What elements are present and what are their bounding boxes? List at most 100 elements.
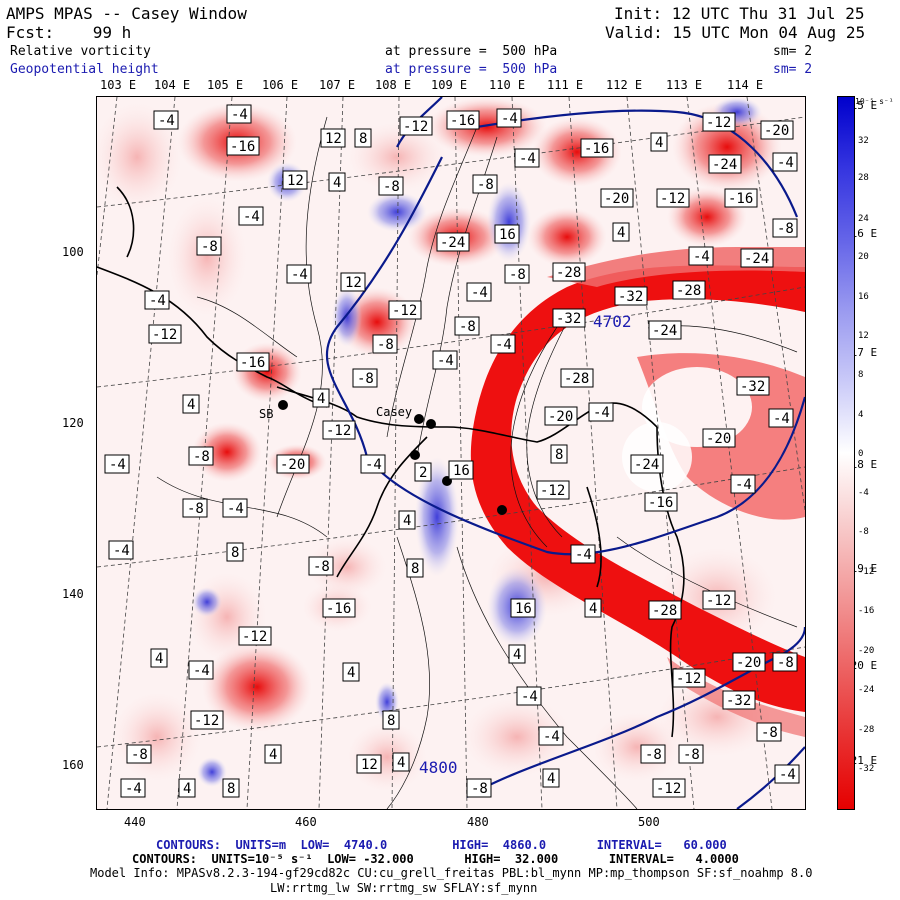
forecast-hour: Fcst: 99 h	[6, 23, 132, 42]
contour-label: -4	[120, 778, 146, 798]
contour-label: -4	[490, 334, 516, 354]
svg-text:4: 4	[547, 771, 555, 787]
colorbar-tick: 16	[858, 292, 869, 302]
svg-text:-4: -4	[193, 663, 210, 679]
contour-label: -4	[360, 454, 386, 474]
contour-label: 4	[612, 222, 630, 242]
contour-label: -20	[276, 454, 310, 474]
svg-text:4: 4	[155, 651, 163, 667]
station-labels: Casey SB	[259, 405, 412, 421]
contour-label: 4	[178, 778, 196, 798]
svg-text:16: 16	[515, 601, 532, 617]
svg-text:-32: -32	[556, 311, 581, 327]
svg-text:-32: -32	[740, 379, 765, 395]
station-dot[interactable]	[497, 505, 507, 515]
svg-text:-24: -24	[712, 157, 737, 173]
station-dot[interactable]	[414, 414, 424, 424]
svg-text:-8: -8	[187, 501, 204, 517]
svg-text:-20: -20	[736, 655, 761, 671]
svg-text:12: 12	[345, 275, 362, 291]
contour-label: -16	[236, 352, 270, 372]
field2-name: Geopotential height	[10, 62, 159, 77]
height-label: 4702	[593, 312, 632, 331]
contour-label: 4	[542, 768, 560, 788]
svg-text:4: 4	[397, 755, 405, 771]
contour-label: -12	[322, 420, 356, 440]
contour-label: 4	[312, 388, 330, 408]
height-contour-info: CONTOURS: UNITS=m LOW= 4740.0 HIGH= 4860…	[156, 838, 727, 852]
lon-label: 103 E	[100, 78, 137, 92]
svg-text:-4: -4	[231, 107, 248, 123]
y-tick: 120	[62, 416, 84, 430]
station-label-casey: Casey	[376, 405, 412, 419]
colorbar-tick: 12	[858, 331, 869, 341]
contour-label: -12	[388, 300, 422, 320]
svg-text:-4: -4	[693, 249, 710, 265]
contour-label: -32	[614, 286, 648, 306]
contour-label: -28	[648, 600, 682, 620]
svg-text:-8: -8	[357, 371, 374, 387]
contour-label: -8	[772, 652, 798, 672]
x-tick: 460	[295, 815, 317, 829]
title-left: AMPS MPAS -- Casey Window	[6, 4, 247, 23]
contour-label: -24	[648, 320, 682, 340]
station-dot[interactable]	[410, 450, 420, 460]
contour-label: 4	[182, 394, 200, 414]
svg-text:-20: -20	[604, 191, 629, 207]
svg-text:-20: -20	[548, 409, 573, 425]
svg-text:-12: -12	[152, 327, 177, 343]
model-info: Model Info: MPASv8.2.3-194-gf29cd82c CU:…	[90, 866, 813, 880]
svg-text:4: 4	[589, 601, 597, 617]
contour-label: -4	[222, 498, 248, 518]
contour-label: -28	[672, 280, 706, 300]
colorbar-tick: 4	[858, 410, 864, 420]
colorbar-tick: 24	[858, 214, 869, 224]
contour-label: -12	[238, 626, 272, 646]
svg-text:4: 4	[333, 175, 341, 191]
contour-label: -12	[702, 112, 736, 132]
contour-label: -24	[708, 154, 742, 174]
field1-name: Relative vorticity	[10, 44, 151, 59]
svg-text:16: 16	[499, 227, 516, 243]
station-dot[interactable]	[278, 400, 288, 410]
contour-label: -12	[672, 668, 706, 688]
svg-text:-24: -24	[744, 251, 769, 267]
svg-text:-8: -8	[201, 239, 218, 255]
contour-label: 8	[222, 778, 240, 798]
svg-text:-4: -4	[291, 267, 308, 283]
contour-label: -4	[588, 402, 614, 422]
contour-label: -8	[640, 744, 666, 764]
station-dot[interactable]	[426, 419, 436, 429]
svg-text:-8: -8	[645, 747, 662, 763]
svg-text:-32: -32	[726, 693, 751, 709]
svg-text:12: 12	[325, 131, 342, 147]
contour-label: 4	[650, 132, 668, 152]
field1-level: at pressure = 500 hPa	[385, 44, 558, 59]
svg-text:-8: -8	[131, 747, 148, 763]
svg-text:-4: -4	[113, 543, 130, 559]
contour-label: 8	[226, 542, 244, 562]
svg-text:-28: -28	[564, 371, 589, 387]
svg-text:-8: -8	[777, 221, 794, 237]
contour-label: -4	[730, 474, 756, 494]
colorbar-tick: -28	[858, 725, 875, 735]
svg-text:-4: -4	[227, 501, 244, 517]
contour-label: 4	[398, 510, 416, 530]
contour-label: -8	[378, 176, 404, 196]
contour-label: -8	[352, 368, 378, 388]
coastline	[97, 186, 685, 738]
svg-text:-16: -16	[230, 139, 255, 155]
svg-text:-4: -4	[773, 411, 790, 427]
contour-label: -8	[756, 722, 782, 742]
svg-text:-16: -16	[728, 191, 753, 207]
contour-label: 4	[328, 172, 346, 192]
lon-label: 114 E	[727, 78, 764, 92]
svg-text:4: 4	[617, 225, 625, 241]
svg-text:-24: -24	[634, 457, 659, 473]
contour-label: -4	[496, 108, 522, 128]
contour-label: -4	[514, 148, 540, 168]
contour-label: 4	[264, 744, 282, 764]
contour-label: -8	[126, 744, 152, 764]
svg-text:16: 16	[453, 463, 470, 479]
colorbar-tick: -16	[858, 606, 875, 616]
